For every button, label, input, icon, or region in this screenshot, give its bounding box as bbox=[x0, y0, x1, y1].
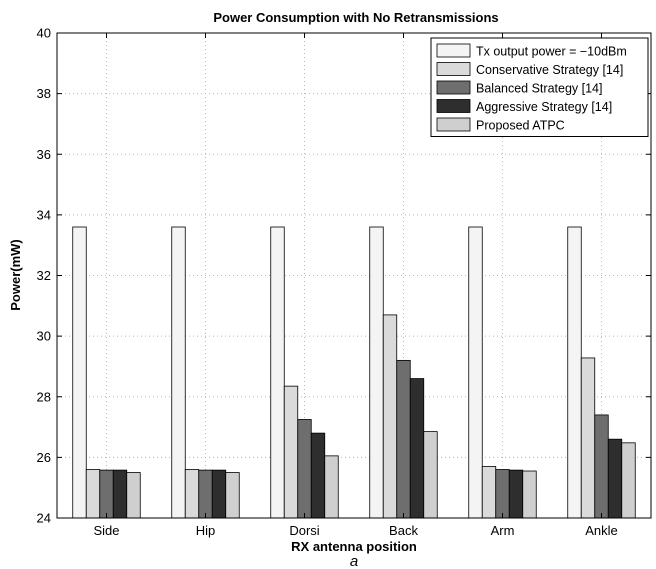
bar bbox=[184, 469, 200, 519]
bar bbox=[225, 472, 240, 519]
bar bbox=[99, 469, 114, 519]
y-tick-label: 26 bbox=[37, 450, 51, 465]
bar bbox=[522, 470, 537, 519]
bar bbox=[297, 419, 312, 519]
x-tick-label: Back bbox=[389, 523, 418, 538]
bar bbox=[594, 414, 609, 519]
legend-label: Aggressive Strategy [14] bbox=[476, 100, 612, 114]
legend-swatch bbox=[436, 62, 471, 76]
y-tick-label: 36 bbox=[37, 147, 51, 162]
figure-caption: a bbox=[350, 553, 358, 569]
x-axis-ticks: Side Hip Dorsi Back Arm Ankle bbox=[93, 33, 618, 538]
x-axis-label: RX antenna position bbox=[291, 539, 417, 554]
bar bbox=[580, 357, 596, 519]
y-axis-ticks: 24 26 28 30 32 34 36 38 40 bbox=[37, 26, 651, 526]
bar bbox=[211, 469, 227, 519]
bar bbox=[270, 226, 285, 519]
chart-title: Power Consumption with No Retransmission… bbox=[213, 10, 498, 25]
bar bbox=[198, 469, 213, 519]
bar bbox=[481, 466, 497, 519]
legend-swatch bbox=[436, 117, 471, 132]
y-tick-label: 24 bbox=[37, 511, 51, 526]
x-tick-label: Hip bbox=[196, 523, 216, 538]
bar bbox=[369, 226, 384, 519]
y-tick-label: 30 bbox=[37, 329, 51, 344]
legend-label: Proposed ATPC bbox=[476, 119, 565, 133]
legend-swatch bbox=[436, 99, 471, 113]
bar bbox=[621, 442, 636, 519]
bar bbox=[72, 226, 87, 519]
bar bbox=[283, 385, 299, 519]
legend: Tx output power = −10dBm Conservative Str… bbox=[430, 37, 649, 137]
y-axis-label: Power(mW) bbox=[8, 239, 23, 311]
x-tick-label: Side bbox=[93, 523, 119, 538]
bar bbox=[310, 432, 326, 519]
y-tick-label: 38 bbox=[37, 86, 51, 101]
bar bbox=[495, 469, 510, 519]
bar bbox=[112, 469, 128, 519]
x-tick-label: Arm bbox=[491, 523, 515, 538]
legend-swatch bbox=[436, 43, 471, 58]
bar bbox=[324, 455, 339, 519]
bar bbox=[396, 359, 411, 519]
bar bbox=[85, 469, 101, 519]
y-tick-label: 28 bbox=[37, 389, 51, 404]
legend-label: Conservative Strategy [14] bbox=[476, 63, 623, 77]
bar bbox=[382, 314, 398, 519]
x-tick-label: Ankle bbox=[585, 523, 618, 538]
bars bbox=[72, 226, 636, 519]
bar bbox=[567, 226, 582, 519]
legend-swatch bbox=[436, 80, 471, 95]
bar bbox=[468, 226, 483, 519]
legend-label: Tx output power = −10dBm bbox=[476, 45, 627, 59]
bar bbox=[409, 378, 425, 519]
bar bbox=[126, 472, 141, 519]
legend-label: Balanced Strategy [14] bbox=[476, 82, 602, 96]
x-tick-label: Dorsi bbox=[289, 523, 319, 538]
bar bbox=[423, 431, 438, 519]
y-tick-label: 34 bbox=[37, 207, 51, 222]
y-tick-label: 32 bbox=[37, 268, 51, 283]
bar bbox=[508, 469, 524, 519]
y-tick-label: 40 bbox=[37, 26, 51, 41]
bar bbox=[171, 226, 186, 519]
bar bbox=[607, 438, 623, 519]
